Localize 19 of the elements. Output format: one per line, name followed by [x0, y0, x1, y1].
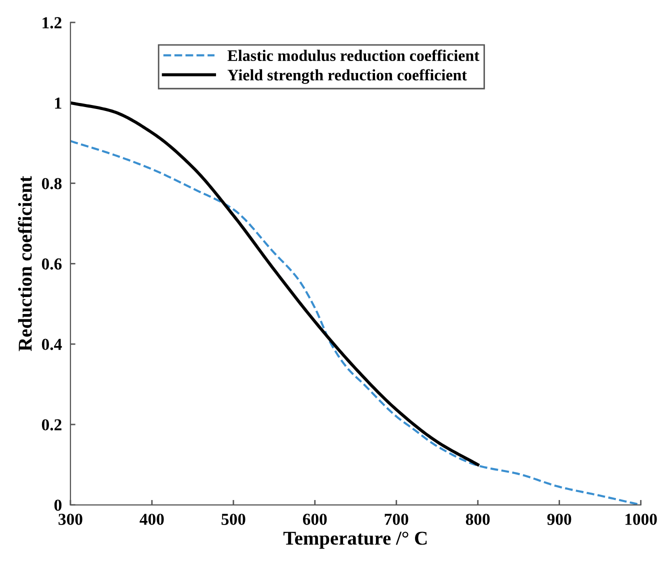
x-tick-label: 1000 — [625, 514, 657, 525]
y-tick-label: 1.2 — [42, 17, 62, 28]
x-tick-label: 900 — [547, 514, 572, 525]
legend-label: Elastic modulus reduction coefficient — [228, 50, 480, 62]
legend-label: Yield strength reduction coefficient — [228, 69, 467, 84]
y-tick-label: 0 — [54, 500, 62, 511]
x-tick-label: 500 — [222, 514, 246, 525]
x-tick-label: 400 — [140, 514, 164, 525]
x-axis-title: Temperature /° C — [283, 532, 427, 549]
y-tick-label: 0.4 — [42, 338, 62, 350]
y-tick-label: 0.8 — [42, 178, 62, 190]
x-tick-label: 800 — [466, 514, 490, 525]
y-tick-label: 0.2 — [42, 419, 62, 431]
y-tick-label: 0.6 — [42, 258, 62, 270]
y-axis-title: Reduction coefficient — [18, 176, 32, 352]
x-tick-label: 300 — [58, 514, 82, 525]
x-tick-label: 600 — [302, 514, 327, 525]
x-tick-label: 700 — [384, 514, 408, 525]
y-tick-label: 1 — [55, 98, 62, 109]
